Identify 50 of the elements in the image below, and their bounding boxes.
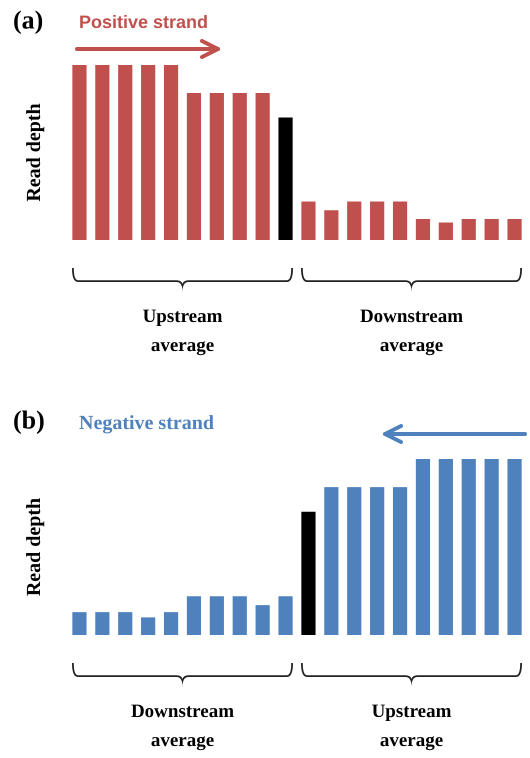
bar [462,219,476,240]
bar [210,93,224,240]
bar [186,93,202,240]
bar [484,459,499,635]
y-axis-title: Read depth [23,103,45,202]
chart-subtitle: Negative strand [79,412,214,434]
bar [256,605,270,635]
bar [324,487,338,635]
bar [118,612,132,635]
bar [141,65,156,240]
bar [301,202,316,240]
text: Downstream average [130,701,234,751]
bar [370,487,384,635]
bar [484,219,499,240]
text: Downstream average [360,306,464,356]
bar [72,612,87,635]
bar [301,512,316,635]
bar [392,202,408,240]
bar [347,487,362,635]
bar [324,210,338,240]
bar [95,65,110,240]
bar [95,612,110,635]
chart-title: (a) [13,6,44,34]
bar [141,617,156,635]
bar [370,202,384,240]
bar [278,118,293,240]
bar [278,596,293,635]
text: Upstream average [372,701,452,751]
bar [507,219,522,240]
bar [507,459,522,635]
bar [232,596,247,635]
bar [186,596,202,635]
bar [256,93,270,240]
bar [164,612,178,635]
bar [118,65,132,240]
bar [438,222,453,240]
bar [72,65,87,240]
bar [347,202,362,240]
bar [210,596,224,635]
bar [164,65,178,240]
bar [416,459,430,635]
bar [392,487,408,635]
bar [438,459,453,635]
text: Upstream average [142,306,223,356]
y-axis-title: Read depth [23,498,45,596]
chart-subtitle: Positive strand [79,12,208,32]
bar [462,459,476,635]
chart-title: (b) [13,406,45,434]
bar [416,219,430,240]
bar [232,93,247,240]
